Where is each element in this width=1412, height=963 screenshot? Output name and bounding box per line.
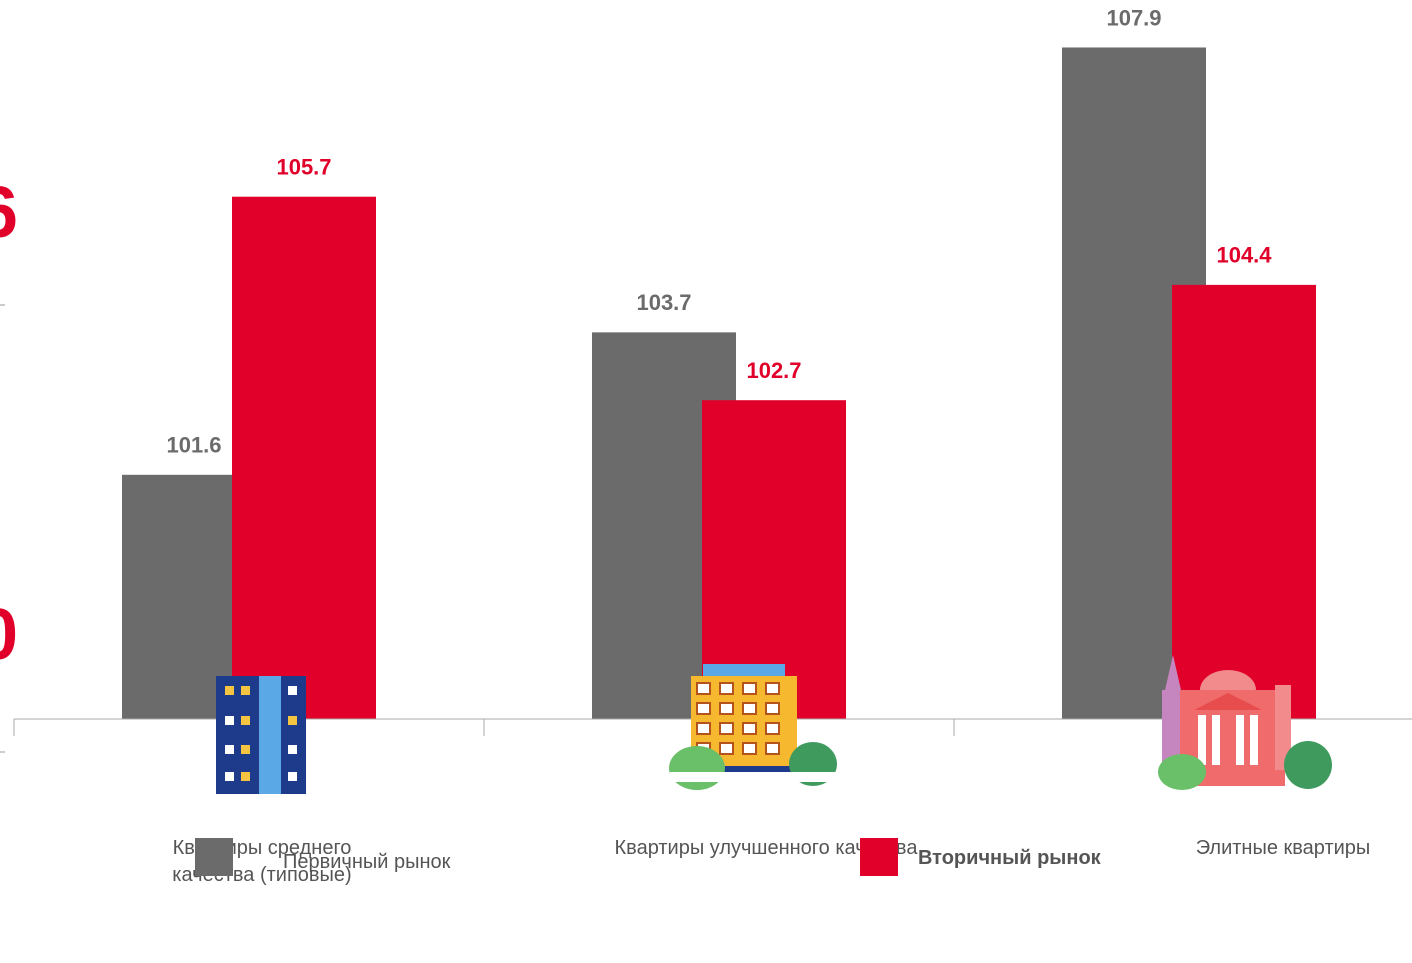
x-tick-label: Элитные квартиры [1153, 835, 1412, 862]
bar [232, 197, 376, 719]
annotation: 6 [0, 173, 18, 253]
legend-label: Первичный рынок [283, 851, 450, 874]
bars: 101.6 103.7 107.9 105.7 102.7 104.4 [122, 5, 1316, 719]
value-label: 107.9 [1106, 5, 1161, 30]
value-label: 104.4 [1216, 243, 1272, 268]
legend-swatch [195, 838, 233, 876]
page: 6 0 101.6 103.7 107.9 105.7 102.7 104.4 [0, 0, 1412, 963]
value-label: 103.7 [636, 290, 691, 315]
icon-building [216, 676, 306, 794]
bar [1172, 285, 1316, 719]
legend-swatch [860, 838, 898, 876]
value-label: 102.7 [746, 358, 801, 383]
value-label: 101.6 [166, 433, 221, 458]
value-label: 105.7 [276, 155, 331, 180]
legend-label: Вторичный рынок [918, 847, 1101, 870]
chart: 6 0 101.6 103.7 107.9 105.7 102.7 104.4 [0, 0, 1412, 963]
annotation: 0 [0, 595, 18, 675]
